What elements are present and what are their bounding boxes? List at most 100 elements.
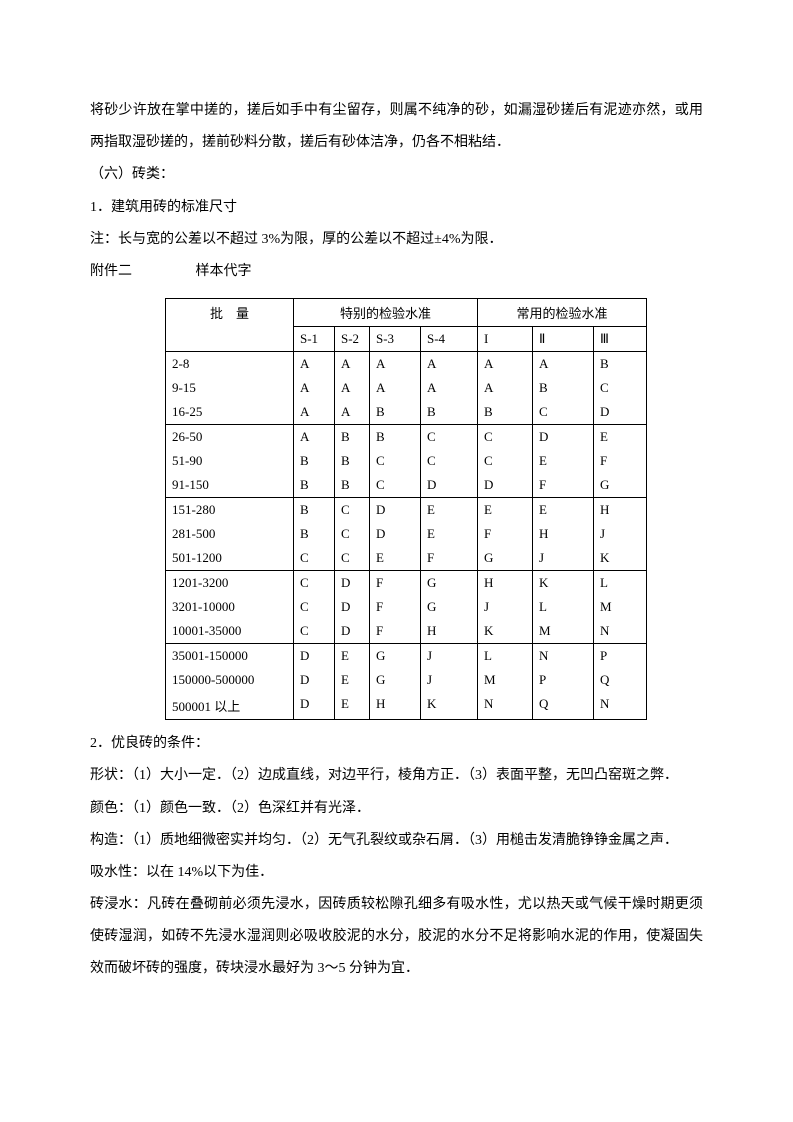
hdr-s4: S-4 — [421, 327, 478, 352]
table-cell: D — [533, 425, 594, 450]
table-cell: C — [335, 498, 370, 523]
table-row: 2-8AAAAAAB — [166, 352, 647, 377]
table-cell: D — [294, 692, 335, 720]
table-cell: B — [335, 449, 370, 473]
table-cell: B — [478, 400, 533, 425]
table-cell: B — [370, 425, 421, 450]
good-brick-shape: 形状：（1）大小一定．（2）边成直线，对边平行，棱角方正．（3）表面平整，无凹凸… — [90, 760, 703, 792]
table-cell: F — [370, 619, 421, 644]
table-cell: H — [478, 571, 533, 596]
hdr-special: 特别的检验水准 — [294, 299, 478, 327]
table-row: 16-25AABBBCD — [166, 400, 647, 425]
table-cell: B — [294, 473, 335, 498]
table-cell: C — [478, 425, 533, 450]
table-cell: D — [294, 644, 335, 669]
table-cell: N — [478, 692, 533, 720]
table-cell: G — [370, 644, 421, 669]
table-cell: C — [294, 546, 335, 571]
table-cell: C — [294, 595, 335, 619]
table-cell: M — [533, 619, 594, 644]
table-row: 26-50ABBCCDE — [166, 425, 647, 450]
table-cell: K — [421, 692, 478, 720]
table-cell: 1201-3200 — [166, 571, 294, 596]
table-cell: D — [421, 473, 478, 498]
table-cell: K — [533, 571, 594, 596]
table-cell: C — [370, 473, 421, 498]
table-cell: C — [421, 449, 478, 473]
table-cell: A — [421, 352, 478, 377]
table-cell: C — [370, 449, 421, 473]
table-cell: J — [421, 668, 478, 692]
table-cell: J — [533, 546, 594, 571]
table-cell: D — [335, 571, 370, 596]
table-cell: A — [294, 352, 335, 377]
table-cell: A — [335, 352, 370, 377]
table-cell: D — [335, 595, 370, 619]
table-cell: B — [370, 400, 421, 425]
table-row: 281-500BCDEFHJ — [166, 522, 647, 546]
table-cell: K — [594, 546, 647, 571]
table-cell: H — [370, 692, 421, 720]
table-cell: L — [478, 644, 533, 669]
table-cell: 3201-10000 — [166, 595, 294, 619]
table-cell: N — [594, 619, 647, 644]
table-cell: C — [335, 522, 370, 546]
table-cell: D — [370, 522, 421, 546]
table-body: 2-8AAAAAAB9-15AAAAABC16-25AABBBCD26-50AB… — [166, 352, 647, 720]
table-cell: 35001-150000 — [166, 644, 294, 669]
table-cell: B — [294, 522, 335, 546]
table-cell: J — [478, 595, 533, 619]
table-row: 150000-500000DEGJMPQ — [166, 668, 647, 692]
hdr-iii: Ⅲ — [594, 327, 647, 352]
table-row: 151-280BCDEEEH — [166, 498, 647, 523]
table-cell: B — [294, 449, 335, 473]
table-cell: J — [421, 644, 478, 669]
table-cell: E — [370, 546, 421, 571]
table-cell: A — [370, 352, 421, 377]
table-row: 3201-10000CDFGJLM — [166, 595, 647, 619]
table-row: 10001-35000CDFHKMN — [166, 619, 647, 644]
table-cell: B — [335, 425, 370, 450]
good-brick-absorption: 吸水性：以在 14%以下为佳． — [90, 857, 703, 889]
table-cell: D — [478, 473, 533, 498]
table-cell: P — [594, 644, 647, 669]
table-header-row-2: S-1 S-2 S-3 S-4 I Ⅱ Ⅲ — [166, 327, 647, 352]
table-cell: 9-15 — [166, 376, 294, 400]
table-row: 51-90BBCCCEF — [166, 449, 647, 473]
table-cell: A — [370, 376, 421, 400]
table-cell: K — [478, 619, 533, 644]
table-cell: Q — [594, 668, 647, 692]
hdr-s2: S-2 — [335, 327, 370, 352]
paragraph-sand-test: 将砂少许放在掌中搓的，搓后如手中有尘留存，则属不纯净的砂，如漏湿砂搓后有泥迹亦然… — [90, 95, 703, 159]
table-cell: A — [294, 400, 335, 425]
table-cell: 26-50 — [166, 425, 294, 450]
table-cell: P — [533, 668, 594, 692]
table-cell: E — [335, 668, 370, 692]
table-row: 35001-150000DEGJLNP — [166, 644, 647, 669]
table-cell: G — [594, 473, 647, 498]
document-page: 将砂少许放在掌中搓的，搓后如手中有尘留存，则属不纯净的砂，如漏湿砂搓后有泥迹亦然… — [0, 0, 793, 1122]
table-cell: B — [294, 498, 335, 523]
table-cell: B — [533, 376, 594, 400]
table-cell: D — [294, 668, 335, 692]
table-cell: F — [370, 595, 421, 619]
table-cell: L — [594, 571, 647, 596]
table-row: 91-150BBCDDFG — [166, 473, 647, 498]
table-cell: B — [421, 400, 478, 425]
table-cell: 2-8 — [166, 352, 294, 377]
table-cell: 51-90 — [166, 449, 294, 473]
table-cell: N — [533, 644, 594, 669]
table-cell: E — [335, 692, 370, 720]
table-cell: A — [478, 376, 533, 400]
table-cell: 16-25 — [166, 400, 294, 425]
table-cell: 10001-35000 — [166, 619, 294, 644]
table-cell: 501-1200 — [166, 546, 294, 571]
table-cell: G — [478, 546, 533, 571]
hdr-batch-blank — [166, 327, 294, 352]
table-cell: Q — [533, 692, 594, 720]
table-cell: A — [335, 376, 370, 400]
table-cell: C — [594, 376, 647, 400]
item-good-brick-heading: 2．优良砖的条件： — [90, 728, 703, 760]
table-cell: C — [294, 619, 335, 644]
table-cell: F — [421, 546, 478, 571]
